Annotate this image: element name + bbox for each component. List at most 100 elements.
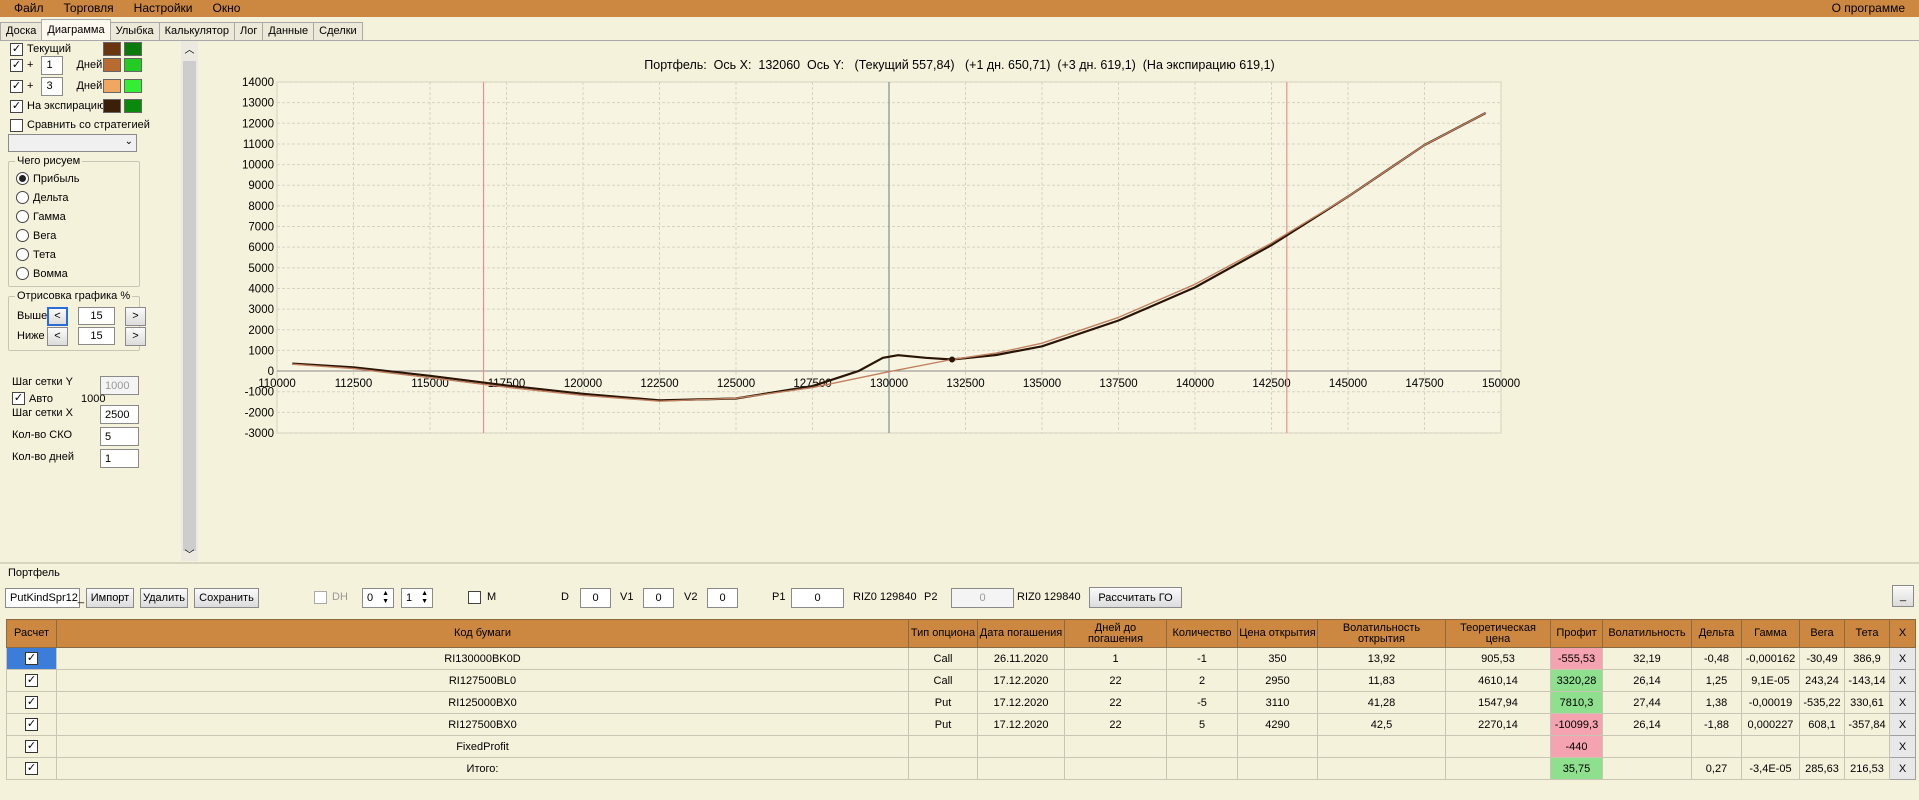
expiry-checkbox[interactable]: ✓ <box>10 99 23 113</box>
menu-about[interactable]: О программе <box>1831 1 1905 15</box>
current-color-b[interactable] <box>124 42 142 56</box>
radio-icon[interactable] <box>16 172 29 185</box>
radio-icon[interactable] <box>16 191 29 204</box>
import-button[interactable]: Импорт <box>86 588 134 608</box>
splitter[interactable] <box>0 562 1919 564</box>
calc-checkbox[interactable]: ✓ <box>25 652 38 665</box>
day1-color-b[interactable] <box>124 58 142 72</box>
above-increase-button[interactable]: > <box>125 306 146 326</box>
day3-checkbox[interactable]: ✓ <box>10 79 23 93</box>
col-header[interactable]: X <box>1889 619 1916 648</box>
radio-gamma[interactable]: Гамма <box>16 210 66 223</box>
dh-checkbox[interactable] <box>314 591 327 604</box>
expiry-color-b[interactable] <box>124 99 142 113</box>
delete-row-button[interactable]: X <box>1889 735 1916 758</box>
col-header[interactable]: Волатильность <box>1602 619 1692 648</box>
radio-icon[interactable] <box>16 229 29 242</box>
table-row[interactable]: ✓ Итого: 35,75 0,27 -3,4E-05 285,63 216,53 X <box>6 757 1916 780</box>
day1-color-a[interactable] <box>103 58 121 72</box>
table-row[interactable]: ✓ FixedProfit -440 X <box>6 735 1916 758</box>
calc-cell[interactable]: ✓ <box>6 757 57 780</box>
left-panel-scrollbar[interactable]: ︿ ﹀ <box>181 41 198 561</box>
days-count-input[interactable]: 1 <box>100 449 139 468</box>
radio-vega[interactable]: Вега <box>16 229 56 242</box>
calc-go-button[interactable]: Рассчитать ГО <box>1089 587 1182 608</box>
p2-input[interactable]: 0 <box>951 588 1014 608</box>
tab-log[interactable]: Лог <box>234 22 264 40</box>
day3-color-b[interactable] <box>124 79 142 93</box>
day3-input[interactable]: 3 <box>41 76 64 96</box>
delete-row-button[interactable]: X <box>1889 757 1916 780</box>
grid-y-input[interactable]: 1000 <box>100 376 139 395</box>
menu-file[interactable]: Файл <box>14 1 44 15</box>
grid-x-input[interactable]: 2500 <box>100 405 139 424</box>
delete-button[interactable]: Удалить <box>140 588 188 608</box>
sko-input[interactable]: 5 <box>100 427 139 446</box>
calc-checkbox[interactable]: ✓ <box>25 740 38 753</box>
calc-checkbox[interactable]: ✓ <box>25 718 38 731</box>
delete-row-button[interactable]: X <box>1889 647 1916 670</box>
col-header[interactable]: Дата погашения <box>977 619 1065 648</box>
payoff-chart[interactable]: 110000 112500 115000 117500 120000 122500 1250… <box>0 0 1919 560</box>
menu-window[interactable]: Окно <box>212 1 241 15</box>
calc-cell[interactable]: ✓ <box>6 669 57 692</box>
strategy-select[interactable]: PutKindSpr12_⌄ <box>5 588 92 608</box>
day1-checkbox[interactable]: ✓ <box>10 58 23 72</box>
auto-checkbox[interactable]: ✓ <box>12 392 25 405</box>
table-row[interactable]: ✓ RI127500BX0 Put 17.12.2020 22 5 4290 42,5 2270… <box>6 713 1916 736</box>
d-input[interactable]: 0 <box>580 588 611 608</box>
below-increase-button[interactable]: > <box>125 326 146 346</box>
calc-cell[interactable]: ✓ <box>6 647 57 670</box>
radio-delta[interactable]: Дельта <box>16 191 69 204</box>
day3-color-a[interactable] <box>103 79 121 93</box>
col-header[interactable]: Гамма <box>1741 619 1800 648</box>
col-header[interactable]: Вега <box>1799 619 1845 648</box>
tab-deals[interactable]: Сделки <box>313 22 363 40</box>
tab-data[interactable]: Данные <box>262 22 315 40</box>
current-color-a[interactable] <box>103 42 121 56</box>
spin-icon[interactable]: ▲ ▼ <box>382 590 389 605</box>
below-decrease-button[interactable]: < <box>47 326 68 346</box>
delete-row-button[interactable]: X <box>1889 691 1916 714</box>
above-input[interactable]: 15 <box>78 307 115 325</box>
dh-stepper-1[interactable]: 0 ▲ ▼ <box>362 588 394 608</box>
scroll-up-icon[interactable]: ︿ <box>184 45 195 56</box>
col-header[interactable]: Количество <box>1166 619 1238 648</box>
v2-input[interactable]: 0 <box>707 588 738 608</box>
radio-icon[interactable] <box>16 248 29 261</box>
delete-row-button[interactable]: X <box>1889 669 1916 692</box>
dh-stepper-2[interactable]: 1 ▲ ▼ <box>401 588 433 608</box>
calc-checkbox[interactable]: ✓ <box>25 696 38 709</box>
calc-checkbox[interactable]: ✓ <box>25 762 38 775</box>
radio-vomma[interactable]: Вомма <box>16 267 68 280</box>
table-row[interactable]: ✓ RI130000BK0D Call 26.11.2020 1 -1 350 13,92 90… <box>6 647 1916 670</box>
scrollbar-thumb[interactable] <box>183 61 196 551</box>
spin-icon[interactable]: ▲ ▼ <box>421 590 428 605</box>
current-checkbox[interactable]: ✓ <box>10 42 23 56</box>
col-header[interactable]: Профит <box>1550 619 1603 648</box>
col-header[interactable]: Цена открытия <box>1237 619 1318 648</box>
col-header[interactable]: Тип опциона <box>908 619 978 648</box>
radio-icon[interactable] <box>16 210 29 223</box>
p1-input[interactable]: 0 <box>791 588 844 608</box>
expiry-color-a[interactable] <box>103 99 121 113</box>
calc-cell[interactable]: ✓ <box>6 713 57 736</box>
day1-input[interactable]: 1 <box>41 55 64 75</box>
col-header[interactable]: Код бумаги <box>56 619 909 648</box>
col-header[interactable]: Расчет <box>6 619 57 648</box>
radio-icon[interactable] <box>16 267 29 280</box>
col-header[interactable]: Дельта <box>1691 619 1742 648</box>
calc-cell[interactable]: ✓ <box>6 735 57 758</box>
col-header[interactable]: Тета <box>1844 619 1890 648</box>
col-header[interactable]: Дней до погашения <box>1064 619 1167 648</box>
compare-checkbox[interactable] <box>10 118 23 132</box>
below-input[interactable]: 15 <box>78 327 115 345</box>
tab-diagram[interactable]: Диаграмма <box>41 19 111 40</box>
radio-theta[interactable]: Тета <box>16 248 56 261</box>
scroll-down-icon[interactable]: ﹀ <box>184 550 195 561</box>
delete-row-button[interactable]: X <box>1889 713 1916 736</box>
col-header[interactable]: Теоретическая цена <box>1445 619 1551 648</box>
table-row[interactable]: ✓ RI127500BL0 Call 17.12.2020 22 2 2950 11,83 46… <box>6 669 1916 692</box>
calc-cell[interactable]: ✓ <box>6 691 57 714</box>
menu-settings[interactable]: Настройки <box>133 1 193 15</box>
